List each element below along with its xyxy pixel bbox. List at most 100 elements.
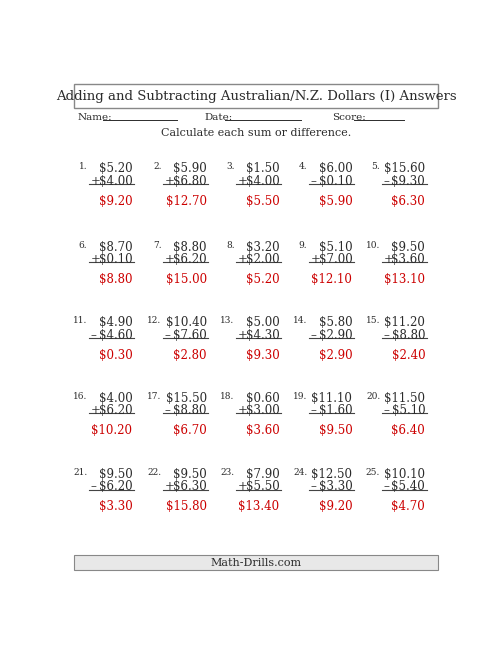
Text: $0.10: $0.10 [318,175,352,188]
Text: –: – [90,480,96,494]
Text: 20.: 20. [366,392,380,400]
Text: +: + [165,253,174,266]
Text: $9.20: $9.20 [318,500,352,513]
Text: 18.: 18. [220,392,234,400]
Text: $2.90: $2.90 [318,349,352,362]
FancyBboxPatch shape [74,555,438,571]
Text: +: + [238,329,248,342]
Text: 5.: 5. [372,162,380,171]
Text: $2.40: $2.40 [392,349,425,362]
Text: +: + [165,480,174,494]
Text: $3.30: $3.30 [318,480,352,494]
Text: Calculate each sum or difference.: Calculate each sum or difference. [161,128,352,138]
Text: $8.70: $8.70 [98,241,132,254]
Text: $4.60: $4.60 [98,329,132,342]
Text: 17.: 17. [148,392,162,400]
Text: $6.40: $6.40 [392,424,425,437]
Text: $3.60: $3.60 [246,424,280,437]
Text: $1.50: $1.50 [246,162,280,175]
Text: 23.: 23. [220,468,234,477]
Text: 1.: 1. [78,162,88,171]
Text: $15.50: $15.50 [166,392,206,405]
Text: $5.80: $5.80 [318,316,352,329]
Text: $9.30: $9.30 [392,175,425,188]
Text: 12.: 12. [148,316,162,325]
Text: –: – [384,404,389,417]
Text: $5.10: $5.10 [318,241,352,254]
Text: $4.00: $4.00 [98,392,132,405]
Text: 3.: 3. [226,162,234,171]
Text: $9.50: $9.50 [318,424,352,437]
Text: –: – [310,329,316,342]
Text: 16.: 16. [73,392,88,400]
Text: 2.: 2. [153,162,162,171]
Text: –: – [165,404,170,417]
Text: +: + [238,404,248,417]
Text: 22.: 22. [148,468,162,477]
Text: 24.: 24. [293,468,308,477]
Text: $2.90: $2.90 [318,329,352,342]
Text: 21.: 21. [73,468,88,477]
Text: $5.50: $5.50 [246,480,280,494]
Text: $8.80: $8.80 [173,241,206,254]
Text: $7.60: $7.60 [173,329,206,342]
Text: $8.80: $8.80 [392,329,425,342]
Text: $10.10: $10.10 [384,468,425,481]
Text: 25.: 25. [366,468,380,477]
Text: –: – [384,329,389,342]
Text: $0.60: $0.60 [246,392,280,405]
Text: $9.50: $9.50 [173,468,206,481]
Text: 14.: 14. [293,316,308,325]
Text: $6.00: $6.00 [318,162,352,175]
Text: 11.: 11. [73,316,88,325]
Text: –: – [165,329,170,342]
Text: 8.: 8. [226,241,234,250]
Text: 15.: 15. [366,316,380,325]
Text: $12.50: $12.50 [312,468,352,481]
Text: $7.90: $7.90 [246,468,280,481]
Text: $0.30: $0.30 [98,349,132,362]
Text: $9.30: $9.30 [246,349,280,362]
Text: $5.00: $5.00 [246,316,280,329]
Text: Math-Drills.com: Math-Drills.com [210,558,302,567]
Text: $4.00: $4.00 [246,175,280,188]
Text: $13.40: $13.40 [238,500,280,513]
Text: $6.20: $6.20 [98,480,132,494]
Text: $15.60: $15.60 [384,162,425,175]
Text: $5.40: $5.40 [392,480,425,494]
Text: +: + [90,404,101,417]
Text: $4.90: $4.90 [98,316,132,329]
Text: $5.90: $5.90 [173,162,206,175]
Text: 13.: 13. [220,316,234,325]
Text: $9.20: $9.20 [98,195,132,208]
Text: $1.60: $1.60 [318,404,352,417]
Text: Adding and Subtracting Australian/N.Z. Dollars (I) Answers: Adding and Subtracting Australian/N.Z. D… [56,90,456,103]
Text: $11.10: $11.10 [312,392,352,405]
Text: $12.10: $12.10 [312,273,352,286]
Text: $3.20: $3.20 [246,241,280,254]
Text: +: + [165,175,174,188]
Text: +: + [238,253,248,266]
Text: –: – [384,480,389,494]
Text: $12.70: $12.70 [166,195,206,208]
Text: $3.30: $3.30 [98,500,132,513]
Text: –: – [310,404,316,417]
Text: +: + [310,253,320,266]
Text: 10.: 10. [366,241,380,250]
Text: +: + [90,175,101,188]
Text: $5.50: $5.50 [246,195,280,208]
Text: $10.40: $10.40 [166,316,206,329]
Text: $6.30: $6.30 [392,195,425,208]
Text: $2.80: $2.80 [173,349,206,362]
Text: $5.20: $5.20 [98,162,132,175]
Text: $5.10: $5.10 [392,404,425,417]
Text: 6.: 6. [78,241,88,250]
Text: $3.00: $3.00 [246,404,280,417]
Text: –: – [310,175,316,188]
Text: $10.20: $10.20 [91,424,132,437]
Text: $5.20: $5.20 [246,273,280,286]
Text: $13.10: $13.10 [384,273,425,286]
Text: $7.00: $7.00 [318,253,352,266]
Text: $6.20: $6.20 [173,253,206,266]
Text: 19.: 19. [293,392,308,400]
